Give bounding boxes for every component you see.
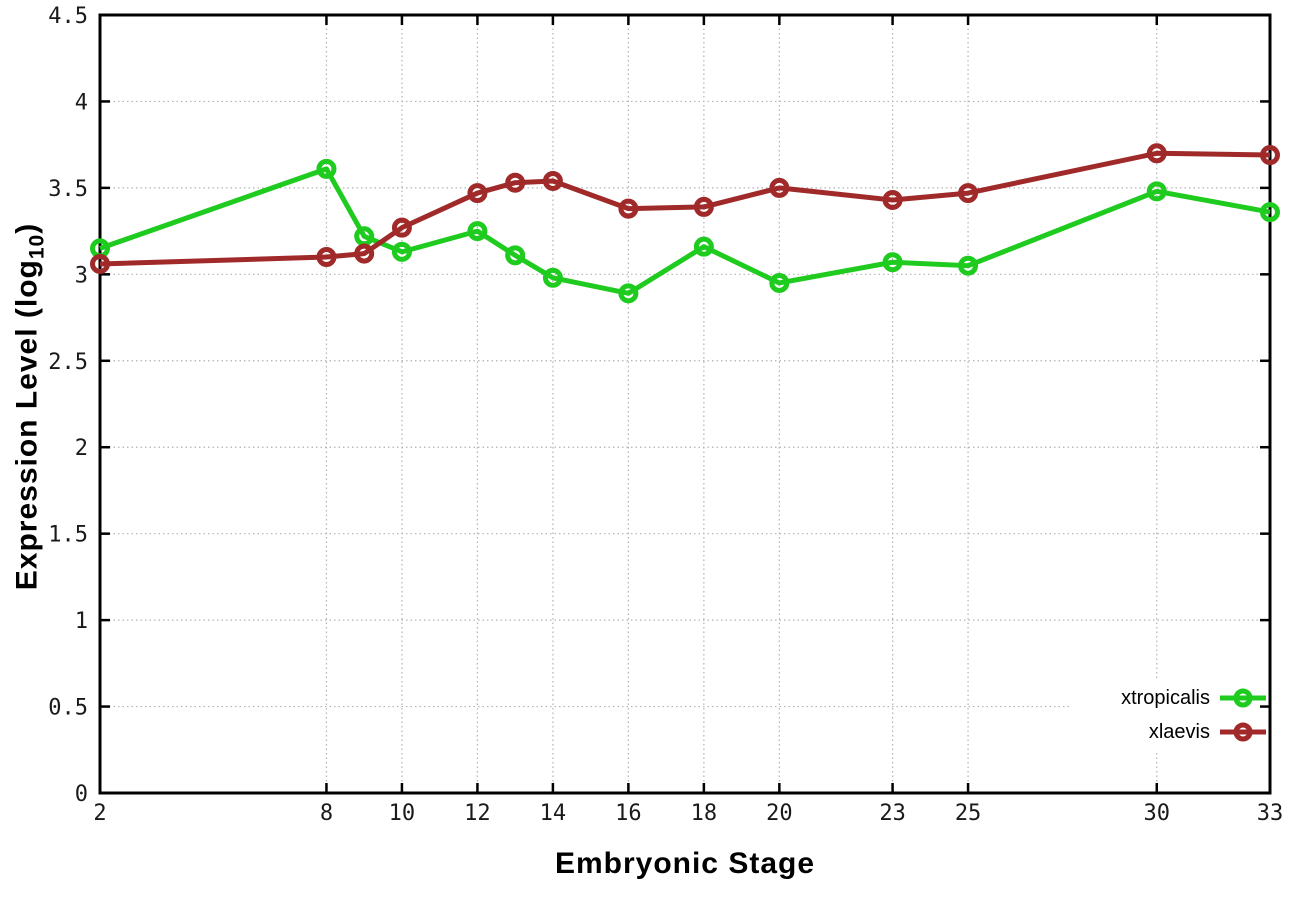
data-point-xtropicalis-33 — [1260, 202, 1280, 223]
y-tick-label-1.5: 1.5 — [48, 523, 88, 548]
x-tick-label-18: 18 — [691, 801, 718, 826]
y-tick-label-0: 0 — [75, 782, 88, 807]
x-tick-label-16: 16 — [615, 801, 642, 826]
x-axis-title: Embryonic Stage — [554, 847, 816, 880]
legend-line-marker-icon — [1220, 688, 1266, 708]
x-tick-label-25: 25 — [955, 801, 982, 826]
y-axis-title: Expression Level (log10) — [11, 107, 50, 707]
x-tick-label-23: 23 — [879, 801, 906, 826]
y-axis-title-subscript: 10 — [25, 233, 49, 260]
data-point-xtropicalis-10 — [391, 241, 412, 262]
x-tick-label-20: 20 — [766, 801, 793, 826]
x-tick-label-14: 14 — [540, 801, 567, 826]
y-tick-label-4.5: 4.5 — [48, 4, 88, 29]
data-point-xlaevis-18 — [693, 196, 714, 217]
data-point-xtropicalis-14 — [542, 267, 563, 288]
legend-item-xlaevis: xlaevis — [1149, 721, 1267, 743]
data-point-xlaevis-2 — [90, 253, 110, 274]
data-point-xlaevis-8 — [316, 247, 337, 268]
data-point-xlaevis-9 — [354, 243, 375, 264]
data-point-xtropicalis-30 — [1146, 181, 1167, 202]
y-tick-label-3: 3 — [75, 263, 88, 288]
data-point-xlaevis-25 — [958, 183, 979, 204]
x-tick-label-30: 30 — [1144, 801, 1171, 826]
data-point-xtropicalis-18 — [693, 236, 714, 257]
x-tick-label-33: 33 — [1257, 801, 1284, 826]
x-tick-label-2: 2 — [93, 801, 106, 826]
y-axis-title-close: ) — [10, 222, 44, 234]
y-tick-label-2.5: 2.5 — [48, 350, 88, 375]
y-tick-label-4: 4 — [75, 90, 88, 115]
y-tick-label-0.5: 0.5 — [48, 696, 88, 721]
series-line-xlaevis — [99, 150, 1271, 267]
plot-border — [98, 13, 1272, 795]
data-point-xlaevis-20 — [769, 177, 790, 198]
data-point-xtropicalis-16 — [618, 283, 639, 304]
data-point-xlaevis-13 — [505, 172, 526, 193]
legend-background — [1070, 680, 1267, 752]
legend-label-xtropicalis: xtropicalis — [1121, 687, 1210, 709]
legend-item-xtropicalis: xtropicalis — [1121, 687, 1267, 709]
data-point-xtropicalis-25 — [958, 255, 979, 276]
data-point-xtropicalis-8 — [316, 158, 337, 179]
y-axis-title-text: Expression Level (log — [10, 259, 44, 591]
y-tick-label-2: 2 — [75, 436, 88, 461]
data-point-xlaevis-23 — [882, 189, 903, 210]
data-point-xlaevis-33 — [1260, 145, 1280, 166]
data-point-xtropicalis-12 — [467, 221, 488, 242]
data-point-xtropicalis-20 — [769, 272, 790, 293]
data-point-xtropicalis-13 — [505, 245, 526, 266]
data-point-xlaevis-14 — [542, 170, 563, 191]
x-tick-label-8: 8 — [320, 801, 333, 826]
data-point-xlaevis-16 — [618, 198, 639, 219]
data-point-xlaevis-10 — [391, 217, 412, 238]
data-point-xtropicalis-23 — [882, 252, 903, 273]
y-tick-label-3.5: 3.5 — [48, 177, 88, 202]
legend: xtropicalis xlaevis — [1121, 687, 1267, 743]
data-point-xlaevis-12 — [467, 183, 488, 204]
data-point-xlaevis-30 — [1146, 143, 1167, 164]
y-tick-label-1: 1 — [75, 609, 88, 634]
legend-label-xlaevis: xlaevis — [1148, 721, 1210, 743]
x-tick-label-10: 10 — [389, 801, 416, 826]
legend-line-marker-icon — [1220, 722, 1266, 742]
x-tick-label-12: 12 — [464, 801, 491, 826]
